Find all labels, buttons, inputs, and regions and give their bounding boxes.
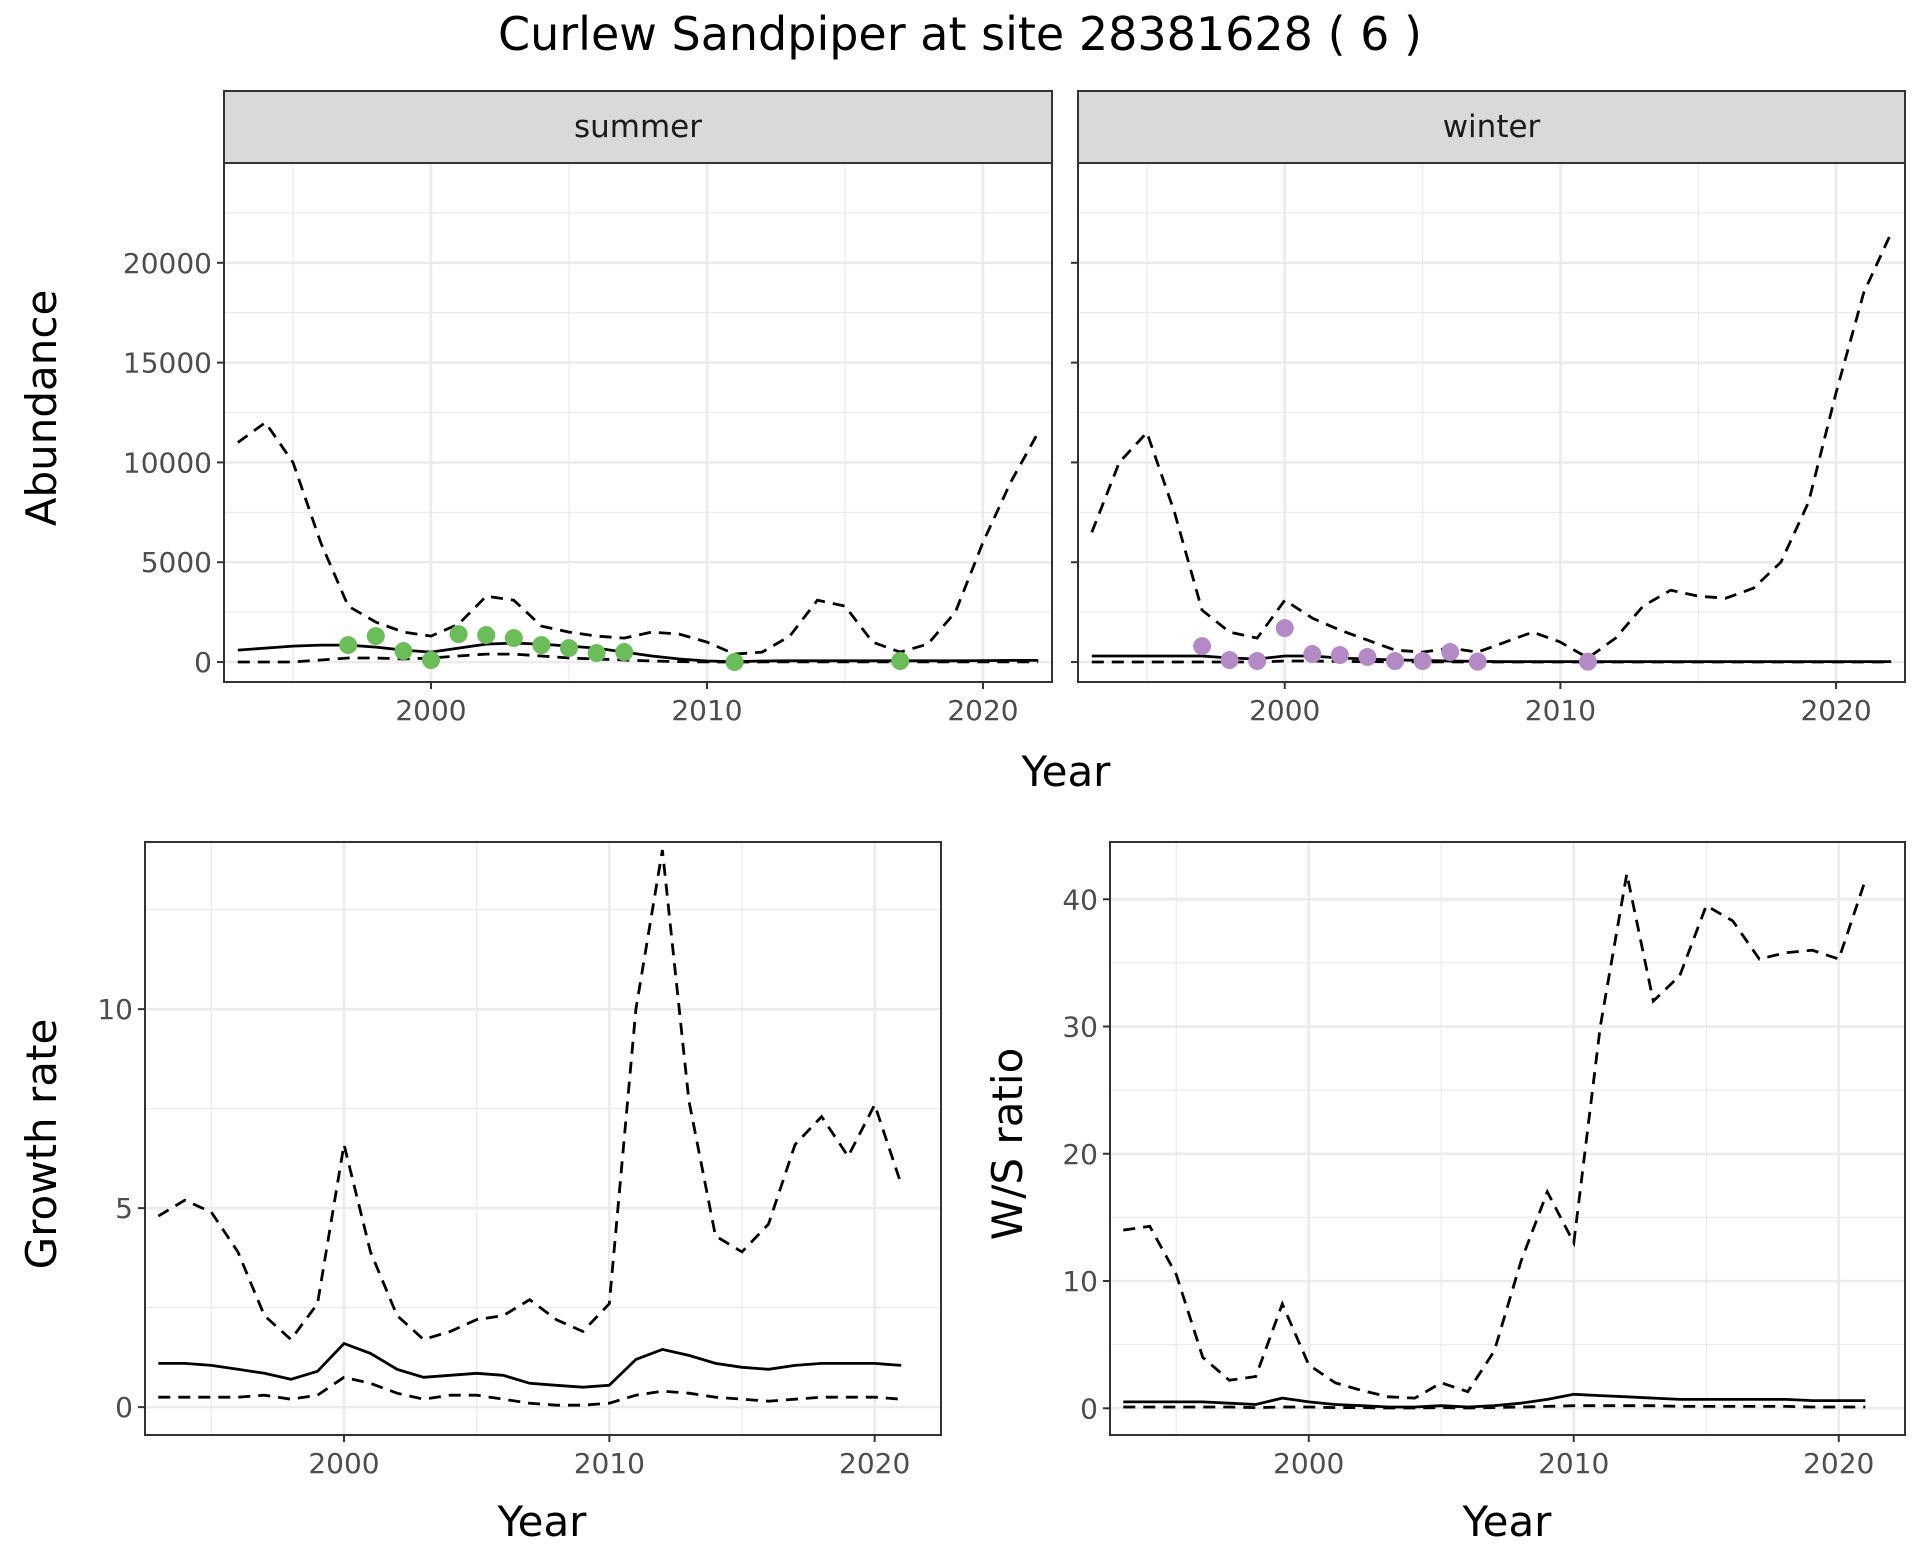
observed-point	[394, 642, 413, 661]
x-tick-label: 2000	[395, 694, 466, 727]
observed-point	[532, 636, 551, 655]
abundance-y-axis-title: Abundance	[17, 290, 66, 527]
ws-x-axis-title: Year	[1462, 1497, 1553, 1546]
x-tick-label: 2000	[308, 1447, 379, 1480]
observed-point	[449, 625, 468, 644]
y-tick-label: 20	[1062, 1138, 1098, 1171]
observed-point	[1330, 646, 1349, 665]
x-tick-label: 2020	[1803, 1447, 1874, 1480]
line-lower-bound	[1123, 1404, 1866, 1410]
observed-point	[1275, 619, 1294, 638]
x-tick-label: 2020	[947, 694, 1018, 727]
observed-point	[1578, 652, 1597, 671]
observed-point	[1386, 652, 1405, 671]
panel-ws-ratio: 2000 2010 2020 0 10 20 30 40	[1062, 841, 1906, 1480]
facet-strip-label: winter	[1443, 109, 1541, 145]
ws-y-axis-title: W/S ratio	[983, 1048, 1032, 1241]
panel-growth-rate: 2000 2010 2020 0 5 10	[97, 841, 942, 1480]
observed-point	[1358, 648, 1377, 667]
x-tick-label: 2010	[671, 694, 742, 727]
line-lower-bound	[158, 1375, 902, 1407]
line-upper-bound	[1090, 232, 1893, 660]
y-tick-label: 10000	[123, 446, 212, 479]
growth-y-axis-title: Growth rate	[17, 1019, 66, 1270]
facet-strip-label: summer	[574, 109, 702, 145]
observed-point	[422, 651, 440, 670]
observed-point	[587, 644, 606, 663]
abundance-x-axis-title: Year	[1021, 747, 1112, 796]
panel-border	[1109, 841, 1906, 1436]
observed-point	[477, 626, 496, 645]
observed-point	[1468, 652, 1487, 671]
x-tick-label: 2000	[1273, 1447, 1344, 1480]
y-tick-label: 0	[115, 1391, 133, 1424]
observed-point	[1413, 652, 1432, 671]
x-tick-label: 2000	[1249, 694, 1320, 727]
observed-point	[504, 629, 523, 648]
y-tick-label: 10	[97, 993, 133, 1026]
x-tick-label: 2010	[1525, 694, 1596, 727]
plot-background	[224, 163, 1052, 682]
y-tick-label: 20000	[123, 247, 212, 280]
plot-background	[1078, 163, 1905, 682]
y-tick-label: 10	[1062, 1265, 1098, 1298]
panel-abundance-summer: 2000 2010 2020 0 5000 10000 15000 20000 summer	[123, 90, 1053, 727]
panel-abundance-winter: 2000 2010 2020 winter	[1071, 90, 1906, 727]
line-estimate	[158, 1341, 902, 1389]
y-tick-label: 30	[1062, 1011, 1098, 1044]
y-tick-label: 15000	[123, 347, 212, 380]
y-tick-label: 5	[115, 1192, 133, 1225]
observed-point	[1303, 645, 1322, 664]
line-estimate	[1123, 1392, 1866, 1409]
x-tick-label: 2010	[1538, 1447, 1609, 1480]
y-tick-label: 40	[1062, 883, 1098, 916]
observed-point	[891, 652, 910, 671]
line-upper-bound	[157, 849, 903, 1342]
observed-point	[1220, 651, 1239, 670]
y-tick-label: 5000	[141, 546, 212, 579]
y-tick-label: 0	[1080, 1392, 1098, 1425]
observed-point	[725, 653, 744, 672]
observed-point	[1193, 637, 1212, 656]
line-upper-bound	[236, 420, 1040, 656]
observed-point	[615, 643, 634, 662]
facet-strip	[223, 90, 1053, 164]
observed-point	[560, 639, 578, 658]
panel-border	[144, 841, 942, 1436]
observed-point	[1441, 643, 1460, 662]
plot-background	[145, 842, 941, 1435]
x-tick-label: 2020	[1800, 694, 1871, 727]
plot-background	[1110, 842, 1905, 1435]
growth-x-axis-title: Year	[497, 1497, 588, 1546]
figure-title: Curlew Sandpiper at site 28381628 ( 6 )	[498, 7, 1422, 61]
observed-point	[1248, 652, 1267, 671]
x-tick-label: 2010	[574, 1447, 645, 1480]
observed-point	[366, 627, 385, 646]
facet-strip	[1077, 90, 1906, 164]
y-tick-label: 0	[194, 646, 212, 679]
x-tick-label: 2020	[839, 1447, 910, 1480]
observed-point	[339, 636, 358, 655]
line-upper-bound	[1123, 873, 1867, 1400]
